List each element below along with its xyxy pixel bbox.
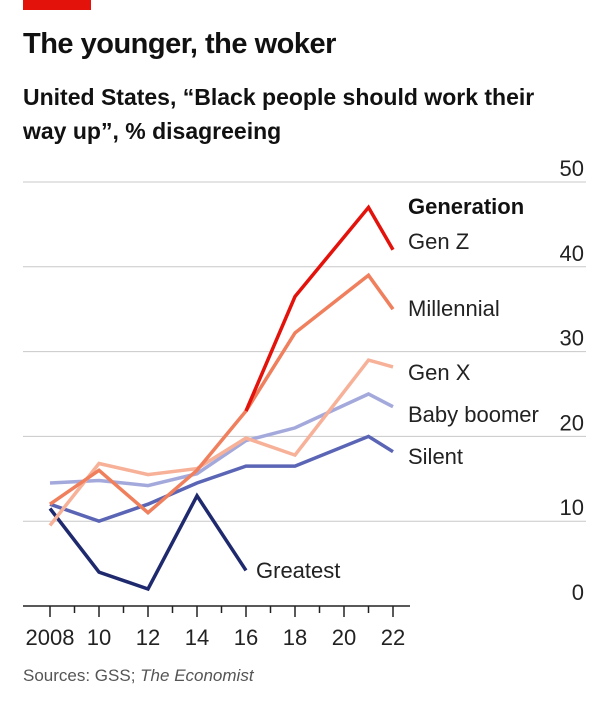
chart-title: The younger, the woker (23, 28, 336, 60)
series-label-baby-boomer: Baby boomer (408, 402, 539, 427)
gridlines (23, 181, 586, 522)
series-line-gen-x (48, 358, 394, 527)
x-tick-label: 10 (87, 625, 111, 650)
y-tick-label: 30 (560, 326, 584, 351)
series-line-greatest (48, 492, 248, 592)
series-line-millennial (49, 272, 395, 516)
series-labels: Generation Greatest Silent Baby boomer Gen X… (256, 194, 539, 583)
series-line-gen-z (244, 204, 395, 412)
brand-red-bar (23, 0, 91, 10)
x-tick-label: 14 (185, 625, 209, 650)
y-tick-label: 40 (560, 241, 584, 266)
series-lines (48, 204, 395, 592)
x-tick-label: 12 (136, 625, 160, 650)
x-tick-label: 16 (234, 625, 258, 650)
legend-title: Generation (408, 194, 524, 219)
y-tick-label: 0 (572, 580, 584, 605)
y-tick-label: 10 (560, 495, 584, 520)
series-label-millennial: Millennial (408, 296, 500, 321)
x-tick-label: 18 (283, 625, 307, 650)
chart-subtitle: United States, “Black people should work… (23, 84, 535, 144)
line-chart: 0 10 20 30 40 50 2008 10 12 14 16 18 20 22 Generatio… (23, 156, 586, 650)
source-note: Sources: GSS; The Economist (23, 666, 254, 686)
x-tick-label: 2008 (26, 625, 75, 650)
x-axis: 2008 10 12 14 16 18 20 22 (23, 605, 410, 650)
series-label-silent: Silent (408, 444, 463, 469)
series-line-baby-boomer (49, 392, 394, 488)
source-publication: The Economist (140, 666, 254, 685)
series-line-silent (49, 434, 394, 524)
y-tick-label: 50 (560, 156, 584, 181)
y-axis-tick-labels: 0 10 20 30 40 50 (560, 156, 584, 605)
x-tick-label: 20 (332, 625, 356, 650)
series-label-gen-z: Gen Z (408, 229, 469, 254)
series-label-gen-x: Gen X (408, 360, 471, 385)
series-label-greatest: Greatest (256, 558, 340, 583)
x-tick-label: 22 (381, 625, 405, 650)
y-tick-label: 20 (560, 410, 584, 435)
source-label: Sources: GSS; (23, 666, 141, 685)
